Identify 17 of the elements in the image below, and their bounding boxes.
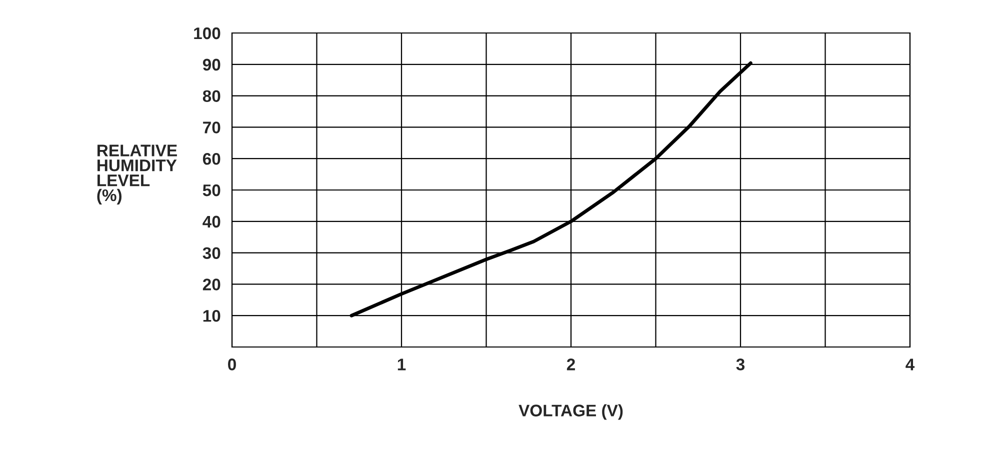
y-tick-label: 100 (194, 27, 220, 40)
y-tick-label: 80 (202, 90, 220, 102)
x-tick-label: 3 (736, 358, 745, 370)
x-tick-label: 1 (398, 358, 406, 370)
y-tick-label: 10 (203, 310, 220, 322)
x-tick-label: 2 (566, 358, 575, 370)
y-tick-label: 40 (202, 216, 220, 228)
y-tick-label: 50 (202, 184, 220, 196)
y-tick-label: 90 (202, 58, 220, 71)
y-tick-label: 70 (203, 122, 220, 134)
y-axis-title: RELATIVE HUMIDITY LEVEL (%) (97, 144, 177, 204)
x-tick-label: 0 (228, 358, 236, 370)
x-axis-title: VOLTAGE (V) (518, 404, 623, 420)
x-tick-label: 4 (906, 358, 915, 370)
y-tick-label: 20 (202, 278, 220, 290)
y-tick-label: 60 (202, 153, 220, 165)
y-tick-label: 30 (202, 247, 220, 260)
